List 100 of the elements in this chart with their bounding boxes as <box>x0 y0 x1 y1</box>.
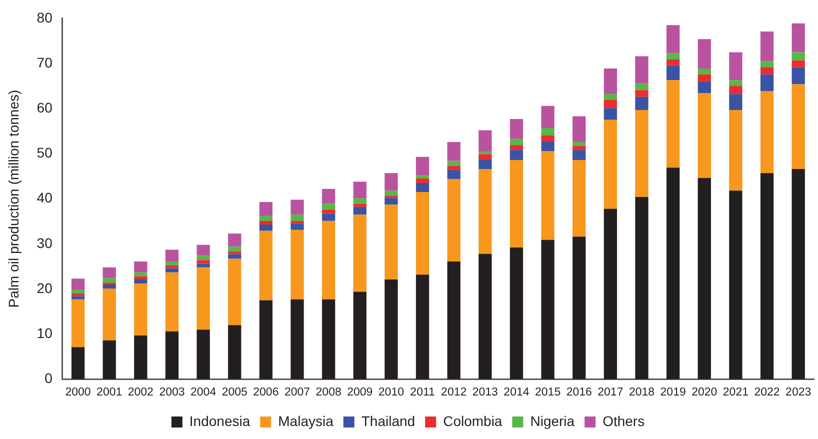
legend-label: Nigeria <box>530 412 575 429</box>
bar <box>196 256 210 260</box>
bar <box>259 202 273 216</box>
bar <box>416 176 430 179</box>
bar <box>792 52 805 60</box>
bar <box>760 31 774 62</box>
bar <box>165 261 179 266</box>
bar <box>165 331 179 380</box>
bar <box>102 267 116 278</box>
bar <box>322 220 336 300</box>
bar <box>447 160 460 166</box>
bar <box>698 81 711 94</box>
bar <box>760 91 774 174</box>
x-tick-label: 2008 <box>316 386 342 398</box>
x-tick-label: 2011 <box>410 386 435 398</box>
y-axis-title: Palm oil production (million tonnes) <box>5 90 22 308</box>
bar <box>510 160 524 248</box>
bar <box>196 260 210 264</box>
bar <box>604 94 618 100</box>
bar <box>165 272 179 332</box>
bar <box>604 120 618 209</box>
y-tick-label: 20 <box>36 280 53 296</box>
x-tick-label: 2014 <box>504 386 530 398</box>
bar <box>416 192 430 275</box>
legend-label: Others <box>602 412 645 429</box>
bar <box>259 216 273 221</box>
bar <box>416 183 430 192</box>
bar <box>228 252 242 254</box>
bar <box>729 190 742 380</box>
bar <box>290 200 304 215</box>
bar <box>635 196 648 380</box>
bar <box>416 156 430 176</box>
bar <box>416 274 430 380</box>
bar <box>729 80 742 86</box>
bar <box>322 204 336 210</box>
bar <box>353 206 366 215</box>
legend-label: Thailand <box>361 412 416 429</box>
bar <box>572 160 586 237</box>
bar <box>165 266 179 268</box>
x-tick-label: 2009 <box>347 386 373 398</box>
bar <box>353 214 366 292</box>
bar <box>760 67 774 74</box>
bar <box>228 325 242 380</box>
x-tick-label: 2015 <box>535 386 561 398</box>
x-tick-label: 2010 <box>378 386 404 398</box>
bar <box>259 300 273 380</box>
bar <box>478 169 492 254</box>
bar <box>541 128 554 136</box>
bar <box>510 248 524 380</box>
bar <box>71 294 85 296</box>
bar <box>290 299 304 380</box>
y-tick-label: 10 <box>36 324 53 341</box>
y-tick-label: 80 <box>36 9 53 26</box>
x-tick-label: 2012 <box>441 386 467 398</box>
bar <box>196 330 210 380</box>
bar <box>290 214 304 221</box>
bar <box>134 284 148 336</box>
bar <box>729 86 742 94</box>
bar <box>572 116 586 142</box>
x-tick-label: 2016 <box>566 386 592 398</box>
bar <box>572 142 586 146</box>
bar <box>635 83 648 90</box>
bar <box>322 299 336 380</box>
bar <box>635 56 648 84</box>
bar <box>635 110 648 197</box>
x-tick-label: 2006 <box>253 386 279 398</box>
bar <box>259 230 273 300</box>
bar <box>792 84 805 170</box>
bar <box>666 59 680 66</box>
bar <box>290 224 304 230</box>
bar <box>447 166 460 170</box>
bar <box>541 150 554 240</box>
bar <box>290 230 304 300</box>
bar <box>698 39 711 68</box>
bar <box>698 93 711 178</box>
bar <box>353 292 366 380</box>
bar <box>228 258 242 326</box>
y-tick-label: 70 <box>36 54 53 70</box>
bar <box>604 100 618 108</box>
bar <box>71 347 85 380</box>
bar <box>478 154 492 160</box>
bar <box>71 278 85 290</box>
legend-label: Malaysia <box>278 412 334 429</box>
bar <box>541 135 554 142</box>
bar <box>134 276 148 280</box>
x-tick-label: 2021 <box>722 386 748 398</box>
bar <box>416 178 430 184</box>
bar <box>384 173 398 191</box>
bar <box>510 150 524 160</box>
bar <box>71 299 85 348</box>
y-tick-label: 40 <box>36 190 53 206</box>
bar <box>384 190 398 196</box>
bar <box>792 169 805 380</box>
bar <box>635 90 648 97</box>
x-tick-label: 2002 <box>128 386 154 398</box>
bar <box>510 145 524 150</box>
bar <box>384 204 398 280</box>
bar <box>666 25 680 54</box>
x-tick-label: 2001 <box>96 386 122 398</box>
bar <box>102 288 116 340</box>
